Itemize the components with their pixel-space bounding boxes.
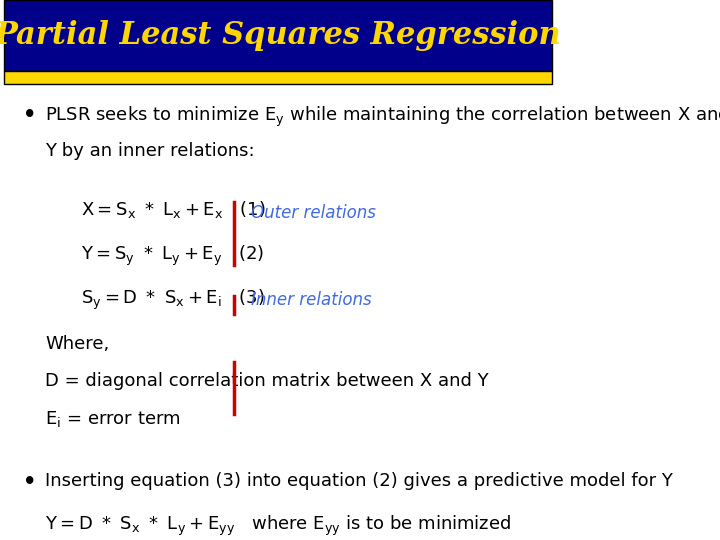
Text: •: • xyxy=(24,472,37,492)
Text: D = diagonal correlation matrix between X and Y: D = diagonal correlation matrix between … xyxy=(45,372,489,390)
Text: $\mathregular{Y = D\ *\ S_x\ *\ L_y + E_{yy}}$   where $\mathregular{E_{yy}}$ is: $\mathregular{Y = D\ *\ S_x\ *\ L_y + E_… xyxy=(45,514,512,538)
Text: $\mathregular{Y = S_y\ *\ L_y + E_y}$   (2): $\mathregular{Y = S_y\ *\ L_y + E_y}$ (2… xyxy=(81,244,264,268)
FancyBboxPatch shape xyxy=(4,71,552,84)
Text: Outer relations: Outer relations xyxy=(251,205,376,222)
Text: Inner relations: Inner relations xyxy=(251,291,372,309)
Text: Inserting equation (3) into equation (2) gives a predictive model for Y: Inserting equation (3) into equation (2)… xyxy=(45,472,673,490)
Text: Y by an inner relations:: Y by an inner relations: xyxy=(45,141,255,159)
Text: Partial Least Squares Regression: Partial Least Squares Regression xyxy=(0,20,562,51)
FancyBboxPatch shape xyxy=(4,0,552,71)
Text: $\mathregular{E_i}$ = error term: $\mathregular{E_i}$ = error term xyxy=(45,409,181,429)
Text: $\mathregular{X = S_x\ *\ L_x + E_x}$   (1): $\mathregular{X = S_x\ *\ L_x + E_x}$ (1… xyxy=(81,199,266,220)
Text: $\mathregular{S_y = D\ *\ S_x + E_i}$   (3): $\mathregular{S_y = D\ *\ S_x + E_i}$ (3… xyxy=(81,288,264,313)
Text: Where,: Where, xyxy=(45,335,109,354)
Text: •: • xyxy=(24,105,37,125)
Text: PLSR seeks to minimize $\mathregular{E_y}$ while maintaining the correlation bet: PLSR seeks to minimize $\mathregular{E_y… xyxy=(45,105,720,129)
